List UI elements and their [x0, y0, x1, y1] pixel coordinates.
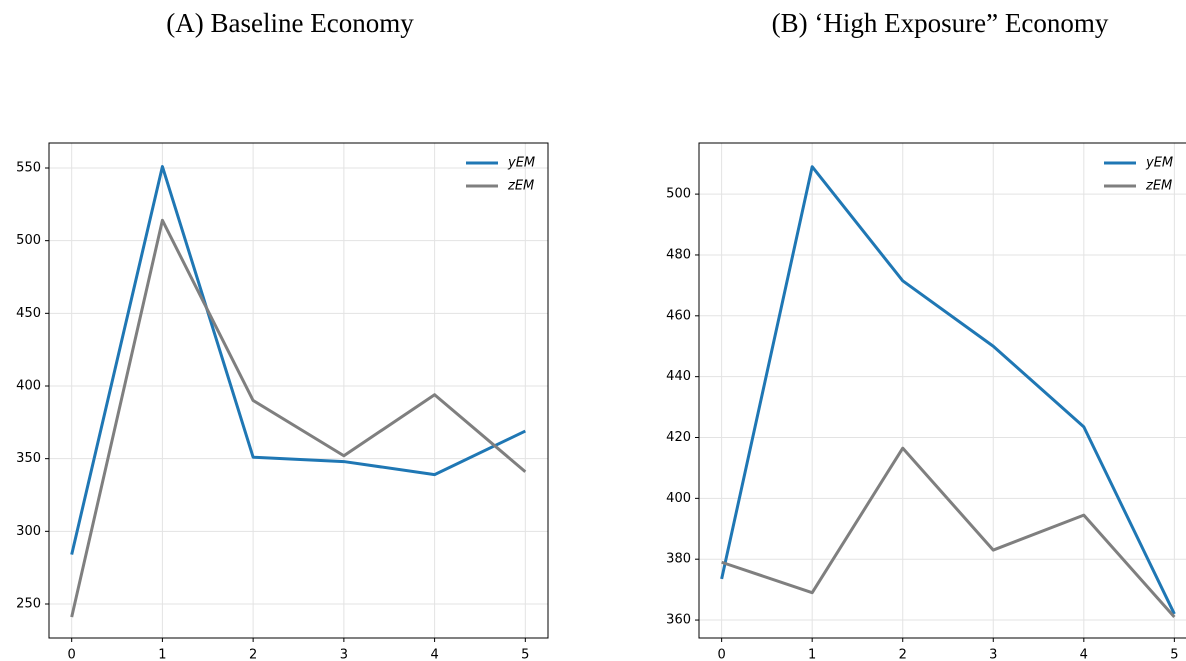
data-line: [70, 218, 527, 618]
x-tick-label: 2: [249, 648, 257, 661]
legend-label: yEM: [1145, 156, 1173, 171]
x-tick-label: 5: [1170, 648, 1178, 661]
data-line: [721, 446, 1176, 619]
x-tick-label: 5: [521, 648, 529, 661]
y-tick-label: 480: [666, 247, 691, 262]
plot-frame: [698, 142, 1186, 639]
y-tick-label: 400: [16, 378, 41, 393]
chart: (B) ‘High Exposure” Economy3603804004204…: [666, 8, 1186, 661]
y-tick-label: 300: [16, 524, 41, 539]
x-tick-label: 1: [808, 648, 816, 661]
legend-label: yEM: [507, 156, 535, 171]
y-tick-label: 350: [16, 451, 41, 466]
x-tick-label: 0: [717, 648, 725, 661]
legend-label: zEM: [1145, 179, 1172, 194]
y-tick-label: 420: [666, 430, 691, 445]
x-tick-label: 1: [158, 648, 166, 661]
y-tick-label: 250: [16, 596, 41, 611]
plot-frame: [48, 142, 549, 639]
y-tick-label: 500: [666, 187, 691, 202]
x-tick-label: 2: [899, 648, 907, 661]
x-tick-label: 4: [430, 648, 438, 661]
y-tick-label: 460: [666, 308, 691, 323]
data-line: [720, 165, 1176, 615]
y-tick-label: 400: [666, 491, 691, 506]
chart: (A) Baseline Economy25030035040045050055…: [16, 8, 549, 661]
data-line: [70, 165, 526, 555]
y-tick-label: 500: [16, 233, 41, 248]
y-tick-label: 450: [16, 306, 41, 321]
y-tick-label: 550: [16, 160, 41, 175]
x-tick-label: 3: [989, 648, 997, 661]
legend-label: zEM: [507, 179, 534, 194]
y-tick-label: 440: [666, 369, 691, 384]
x-tick-label: 4: [1080, 648, 1088, 661]
chart-title: (A) Baseline Economy: [166, 8, 414, 38]
x-tick-label: 0: [68, 648, 76, 661]
chart-title: (B) ‘High Exposure” Economy: [772, 8, 1109, 38]
x-tick-label: 3: [340, 648, 348, 661]
y-tick-label: 380: [666, 552, 691, 567]
y-tick-label: 360: [666, 613, 691, 628]
